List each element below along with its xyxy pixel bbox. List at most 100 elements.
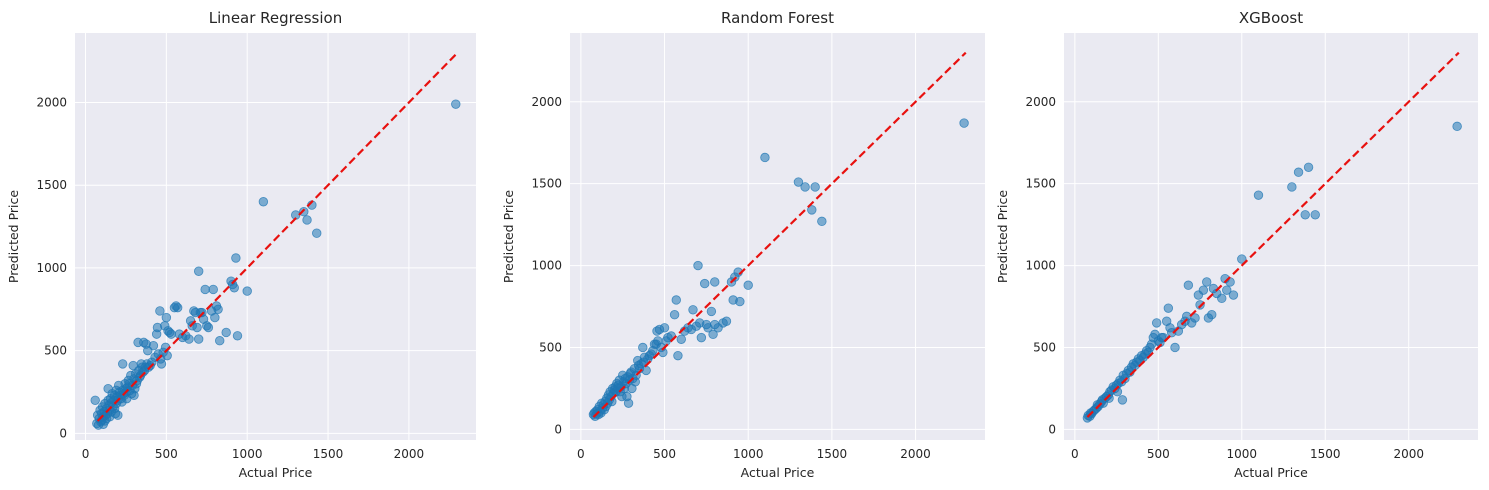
linear-regression-data-point: [156, 359, 167, 369]
linear-regression-x-axis-label: Actual Price: [239, 465, 313, 480]
random-forest-y-tick-label: 0: [554, 422, 562, 436]
xgboost-y-tick-label: 1500: [1025, 177, 1056, 191]
random-forest-data-point: [693, 260, 703, 271]
random-forest-data-point: [669, 310, 680, 320]
random-forest-data-point: [696, 332, 707, 343]
xgboost-data-point: [1207, 310, 1217, 320]
linear-regression-data-point: [166, 329, 176, 339]
linear-regression-y-tick-label: 500: [44, 344, 67, 358]
random-forest-x-tick-label: 2000: [900, 447, 931, 461]
linear-regression-data-point: [229, 283, 239, 293]
xgboost-data-point: [1303, 162, 1314, 173]
linear-regression-data-point: [155, 306, 165, 316]
random-forest-data-point: [760, 152, 770, 163]
xgboost-data-point: [1287, 182, 1297, 192]
linear-regression-data-point: [192, 322, 202, 333]
xgboost-data-point: [1163, 303, 1174, 313]
random-forest-data-point: [706, 306, 717, 317]
random-forest-data-point: [743, 280, 753, 290]
xgboost-y-tick-label: 0: [1048, 422, 1056, 436]
xgboost-data-point: [1300, 210, 1310, 220]
random-forest-data-point: [673, 350, 683, 361]
xgboost-data-point: [1253, 190, 1264, 200]
linear-regression-data-point: [184, 334, 194, 344]
random-forest-data-point: [623, 398, 634, 408]
random-forest-data-point: [810, 182, 820, 192]
linear-regression-data-point: [162, 350, 172, 361]
linear-regression-data-point: [213, 304, 223, 314]
random-forest-x-tick-label: 1000: [733, 447, 764, 461]
random-forest-data-point: [793, 177, 804, 187]
random-forest-data-point: [688, 305, 698, 315]
xgboost-y-axis-label: Predicted Price: [995, 190, 1010, 283]
random-forest-title: Random Forest: [721, 9, 834, 27]
random-forest-y-tick-label: 500: [539, 340, 562, 354]
linear-regression-data-point: [208, 284, 218, 295]
random-forest-data-point: [959, 118, 969, 128]
linear-regression-data-point: [210, 312, 220, 323]
xgboost-data-point: [1452, 121, 1462, 132]
linear-regression-panel: 0 500 1000 1500 2000 0 500 1000 1500 2000 Linear R…: [6, 9, 476, 480]
linear-regression-y-tick-label: 2000: [36, 95, 67, 109]
xgboost-data-point: [1237, 254, 1247, 264]
linear-regression-data-point: [302, 215, 312, 225]
xgboost-x-tick-label: 2000: [1393, 447, 1424, 461]
linear-regression-data-point: [161, 312, 172, 323]
linear-regression-data-point: [113, 410, 123, 420]
random-forest-data-point: [710, 277, 720, 287]
linear-regression-data-point: [299, 206, 309, 217]
xgboost-data-point: [1190, 313, 1200, 323]
linear-regression-data-point: [231, 253, 241, 263]
linear-regression-y-axis-label: Predicted Price: [6, 190, 21, 283]
xgboost-data-point: [1170, 342, 1180, 353]
random-forest-data-point: [671, 295, 681, 305]
linear-regression-y-tick-label: 1000: [36, 261, 67, 275]
linear-regression-data-point: [90, 395, 100, 405]
random-forest-data-point: [676, 334, 686, 344]
xgboost-x-tick-label: 500: [1147, 447, 1170, 461]
random-forest-data-point: [659, 323, 670, 333]
xgboost-data-point: [1217, 293, 1227, 304]
random-forest-data-point: [700, 278, 710, 289]
linear-regression-x-tick-label: 0: [82, 447, 90, 461]
random-forest-data-point: [817, 216, 827, 227]
linear-regression-data-point: [312, 228, 322, 238]
xgboost-x-tick-label: 1000: [1227, 447, 1258, 461]
xgboost-data-point: [1228, 290, 1239, 300]
linear-regression-data-point: [200, 284, 210, 295]
random-forest-data-point: [735, 296, 745, 307]
linear-regression-ideal-line: [96, 52, 459, 422]
linear-regression-data-point: [203, 322, 214, 333]
random-forest-data-point: [641, 365, 651, 376]
linear-regression-x-tick-label: 1000: [232, 447, 263, 461]
xgboost-x-axis-label: Actual Price: [1234, 465, 1308, 480]
random-forest-x-axis-label: Actual Price: [741, 465, 815, 480]
xgboost-x-tick-label: 0: [1071, 447, 1079, 461]
random-forest-x-tick-label: 1500: [817, 447, 848, 461]
random-forest-y-tick-label: 1500: [531, 177, 562, 191]
linear-regression-y-tick-label: 1500: [36, 178, 67, 192]
linear-regression-data-point: [232, 331, 243, 341]
xgboost-data-point: [1293, 167, 1304, 177]
random-forest-ideal-line: [592, 51, 967, 418]
linear-regression-x-tick-label: 1500: [313, 447, 344, 461]
random-forest-data-point: [807, 205, 817, 215]
random-forest-y-tick-label: 2000: [531, 95, 562, 109]
random-forest-x-tick-label: 0: [577, 447, 585, 461]
linear-regression-data-point: [193, 266, 204, 276]
xgboost-data-point: [1117, 395, 1128, 405]
xgboost-data-point: [1310, 210, 1320, 220]
random-forest-data-point: [800, 182, 810, 192]
linear-regression-x-tick-label: 500: [155, 447, 178, 461]
random-forest-data-point: [708, 329, 718, 340]
xgboost-data-point: [1183, 280, 1194, 290]
linear-regression-y-tick-label: 0: [59, 426, 67, 440]
linear-regression-data-point: [215, 336, 225, 346]
xgboost-data-point: [1202, 277, 1212, 287]
linear-regression-data-point: [451, 99, 461, 109]
random-forest-x-tick-label: 500: [653, 447, 676, 461]
xgboost-y-tick-label: 500: [1033, 340, 1056, 354]
linear-regression-title: Linear Regression: [209, 9, 342, 27]
random-forest-data-point: [721, 316, 732, 326]
